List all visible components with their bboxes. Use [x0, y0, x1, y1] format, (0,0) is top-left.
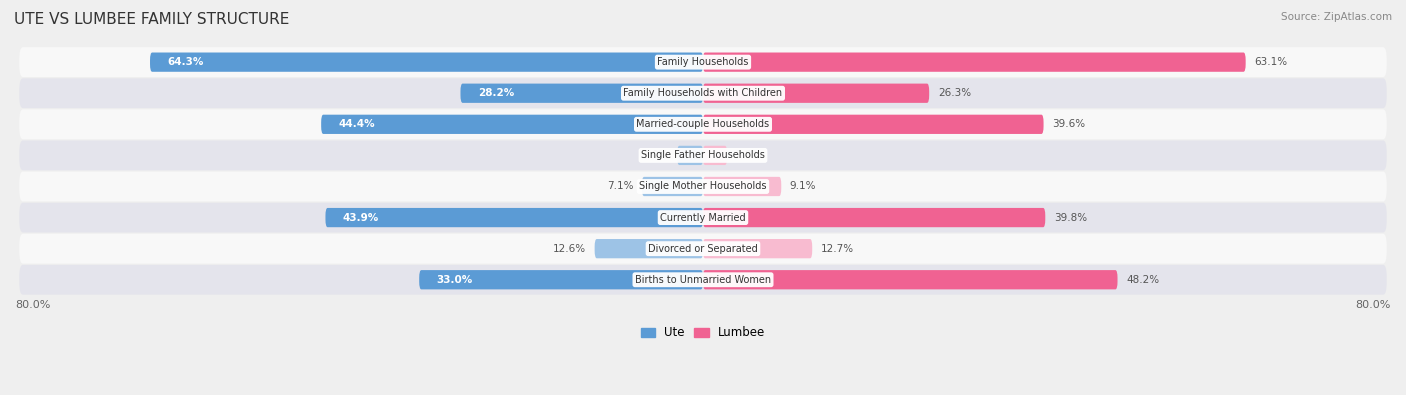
Text: 39.6%: 39.6%: [1052, 119, 1085, 129]
FancyBboxPatch shape: [703, 270, 1118, 290]
Text: 26.3%: 26.3%: [938, 88, 972, 98]
Text: 7.1%: 7.1%: [607, 181, 633, 192]
FancyBboxPatch shape: [20, 203, 1386, 233]
Text: 12.6%: 12.6%: [553, 244, 586, 254]
Text: 12.7%: 12.7%: [821, 244, 853, 254]
FancyBboxPatch shape: [703, 115, 1043, 134]
Text: 80.0%: 80.0%: [15, 300, 51, 310]
Text: Source: ZipAtlas.com: Source: ZipAtlas.com: [1281, 12, 1392, 22]
FancyBboxPatch shape: [703, 208, 1045, 227]
Text: Currently Married: Currently Married: [661, 213, 745, 222]
Text: 33.0%: 33.0%: [436, 275, 472, 285]
FancyBboxPatch shape: [703, 239, 813, 258]
FancyBboxPatch shape: [20, 78, 1386, 108]
Text: 43.9%: 43.9%: [343, 213, 378, 222]
FancyBboxPatch shape: [703, 177, 782, 196]
FancyBboxPatch shape: [20, 109, 1386, 139]
Text: 80.0%: 80.0%: [1355, 300, 1391, 310]
Text: Married-couple Households: Married-couple Households: [637, 119, 769, 129]
FancyBboxPatch shape: [703, 84, 929, 103]
Text: 9.1%: 9.1%: [790, 181, 817, 192]
FancyBboxPatch shape: [20, 171, 1386, 201]
Legend: Ute, Lumbee: Ute, Lumbee: [636, 322, 770, 344]
Text: 63.1%: 63.1%: [1254, 57, 1288, 67]
Text: Family Households: Family Households: [658, 57, 748, 67]
FancyBboxPatch shape: [703, 53, 1246, 72]
Text: 39.8%: 39.8%: [1054, 213, 1087, 222]
FancyBboxPatch shape: [595, 239, 703, 258]
FancyBboxPatch shape: [461, 84, 703, 103]
FancyBboxPatch shape: [20, 141, 1386, 170]
FancyBboxPatch shape: [20, 265, 1386, 295]
Text: 28.2%: 28.2%: [478, 88, 515, 98]
Text: Single Mother Households: Single Mother Households: [640, 181, 766, 192]
Text: 64.3%: 64.3%: [167, 57, 204, 67]
FancyBboxPatch shape: [703, 146, 727, 165]
FancyBboxPatch shape: [20, 47, 1386, 77]
Text: 3.0%: 3.0%: [643, 150, 669, 160]
Text: Single Father Households: Single Father Households: [641, 150, 765, 160]
FancyBboxPatch shape: [678, 146, 703, 165]
Text: 2.8%: 2.8%: [735, 150, 762, 160]
Text: Divorced or Separated: Divorced or Separated: [648, 244, 758, 254]
FancyBboxPatch shape: [419, 270, 703, 290]
Text: 44.4%: 44.4%: [339, 119, 375, 129]
FancyBboxPatch shape: [20, 234, 1386, 263]
FancyBboxPatch shape: [150, 53, 703, 72]
Text: Births to Unmarried Women: Births to Unmarried Women: [636, 275, 770, 285]
Text: Family Households with Children: Family Households with Children: [623, 88, 783, 98]
FancyBboxPatch shape: [325, 208, 703, 227]
Text: UTE VS LUMBEE FAMILY STRUCTURE: UTE VS LUMBEE FAMILY STRUCTURE: [14, 12, 290, 27]
FancyBboxPatch shape: [643, 177, 703, 196]
FancyBboxPatch shape: [321, 115, 703, 134]
Text: 48.2%: 48.2%: [1126, 275, 1159, 285]
